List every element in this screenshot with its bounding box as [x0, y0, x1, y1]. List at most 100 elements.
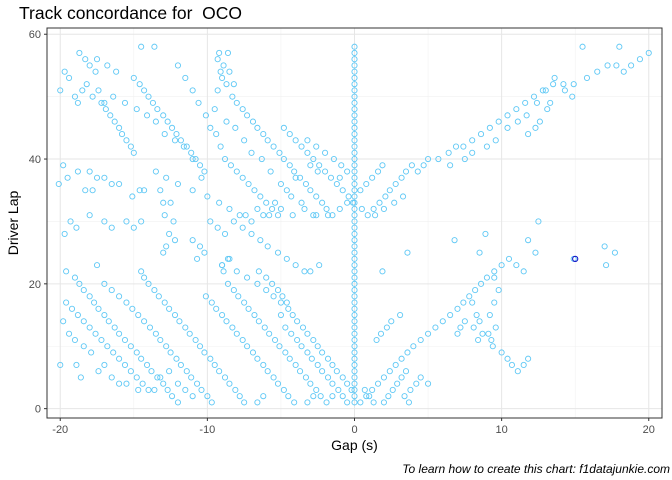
data-point: [118, 131, 126, 138]
data-point: [495, 287, 502, 294]
data-point: [189, 237, 196, 244]
data-point: [297, 174, 304, 181]
data-point: [351, 318, 358, 325]
data-point: [164, 118, 171, 125]
data-point: [180, 143, 187, 150]
data-point: [127, 343, 134, 350]
data-point: [89, 93, 96, 100]
data-point: [351, 399, 358, 406]
data-point: [264, 243, 271, 250]
data-point: [351, 205, 358, 213]
data-point: [357, 187, 364, 194]
data-point: [232, 386, 239, 393]
data-point: [435, 155, 442, 163]
data-point: [71, 93, 79, 100]
highlight-point: [572, 255, 579, 263]
x-axis-title: Gap (s): [331, 437, 378, 453]
data-point: [400, 193, 407, 200]
data-point: [60, 162, 67, 169]
data-point: [213, 305, 220, 312]
data-point: [92, 68, 99, 75]
data-point: [601, 243, 608, 250]
data-point: [239, 224, 246, 231]
data-point: [492, 324, 499, 331]
data-point: [223, 118, 230, 125]
data-point: [230, 81, 237, 88]
data-point: [138, 355, 145, 362]
data-point: [439, 318, 446, 325]
data-point: [63, 299, 70, 306]
data-point: [302, 180, 309, 188]
data-point: [194, 380, 201, 387]
data-point: [351, 99, 358, 106]
data-point: [245, 180, 252, 188]
data-point: [189, 187, 196, 194]
data-point: [61, 68, 68, 75]
data-point: [68, 305, 76, 312]
data-point: [101, 311, 108, 319]
data-point: [345, 193, 352, 200]
data-point: [550, 81, 557, 88]
data-point: [398, 174, 405, 181]
data-point: [404, 249, 411, 256]
data-point: [213, 131, 220, 138]
data-point: [216, 368, 223, 375]
data-point: [402, 368, 410, 375]
data-point: [532, 124, 539, 131]
data-point: [379, 268, 386, 275]
data-point: [351, 218, 358, 225]
data-point: [377, 330, 385, 337]
data-point: [208, 399, 215, 406]
y-tick-label: 0: [35, 404, 41, 416]
data-point: [495, 118, 502, 125]
data-point: [351, 255, 358, 262]
data-point: [86, 168, 93, 175]
data-point: [316, 262, 323, 269]
data-point: [351, 287, 358, 294]
data-point: [129, 305, 136, 312]
data-point: [460, 143, 467, 150]
data-point: [71, 274, 79, 281]
data-point: [82, 56, 89, 63]
data-point: [254, 355, 261, 362]
data-point: [138, 268, 145, 275]
data-point: [277, 205, 284, 213]
data-point: [141, 274, 148, 281]
data-point: [116, 355, 123, 362]
data-point: [351, 324, 358, 331]
data-point: [466, 293, 473, 300]
data-point: [86, 212, 93, 219]
axis-ticks: -20 -10 0 10 20 0 20 40 60: [29, 29, 655, 436]
data-point: [479, 330, 486, 337]
data-point: [244, 343, 251, 350]
data-point: [472, 287, 479, 294]
data-point: [380, 399, 387, 406]
data-point: [149, 99, 156, 106]
data-point: [108, 374, 115, 381]
data-point: [351, 224, 358, 231]
data-point: [277, 299, 284, 306]
data-point: [351, 62, 358, 69]
data-point: [491, 268, 498, 275]
data-point: [133, 349, 140, 356]
data-point: [604, 62, 611, 69]
data-point: [255, 268, 262, 275]
data-point: [348, 386, 355, 393]
data-point: [145, 280, 152, 287]
data-point: [351, 112, 358, 119]
data-point: [361, 386, 368, 393]
data-point: [310, 336, 317, 344]
data-point: [101, 99, 108, 106]
data-point: [520, 361, 527, 369]
data-point: [314, 361, 321, 369]
data-point: [351, 74, 358, 81]
data-point: [129, 193, 136, 200]
data-point: [160, 380, 167, 387]
data-point: [177, 361, 184, 369]
data-point: [485, 330, 492, 337]
data-point: [611, 249, 618, 256]
data-point: [454, 305, 461, 312]
data-point: [504, 124, 511, 131]
data-point: [167, 199, 174, 206]
data-point: [417, 336, 424, 344]
